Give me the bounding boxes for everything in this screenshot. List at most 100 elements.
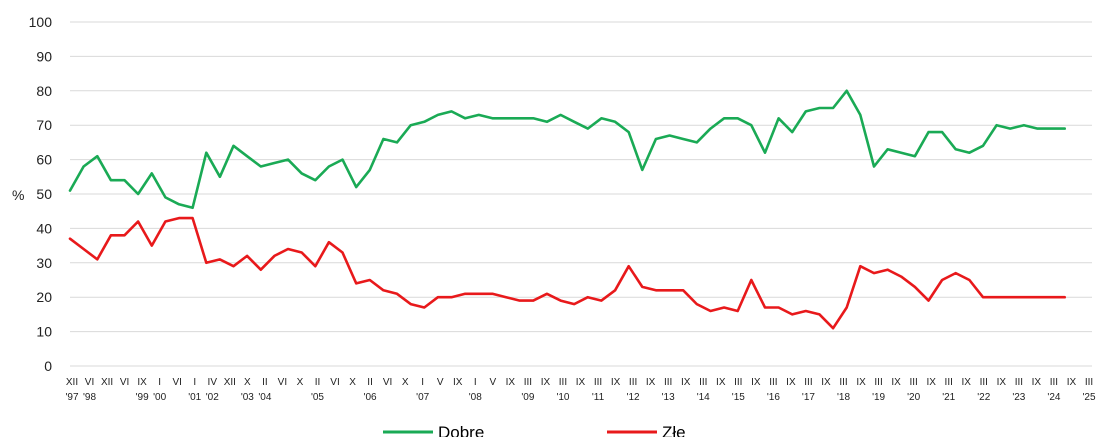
y-tick-label: 100 [29, 14, 53, 30]
x-tick-month: I [158, 377, 161, 388]
x-tick-month: I [193, 377, 196, 388]
y-tick-label: 30 [36, 255, 52, 271]
x-tick-month: VI [330, 377, 339, 388]
x-tick-month: X [297, 377, 304, 388]
x-tick-month: III [734, 377, 742, 388]
y-tick-label: 0 [44, 358, 52, 374]
x-tick-year: '24 [1047, 392, 1060, 403]
x-tick-month: IX [821, 377, 831, 388]
x-tick-month: I [421, 377, 424, 388]
x-tick-month: IX [856, 377, 866, 388]
x-tick-month: V [437, 377, 444, 388]
y-axis-ticks: 0 10 20 30 40 50 60 70 80 90 100 [29, 14, 53, 374]
x-tick-month: IX [541, 377, 551, 388]
x-tick-year: '16 [767, 392, 780, 403]
x-tick-year: '23 [1012, 392, 1025, 403]
x-tick-month: IX [1067, 377, 1077, 388]
x-tick-year: '25 [1082, 392, 1095, 403]
x-tick-year: '01 [188, 392, 201, 403]
y-tick-label: 60 [36, 152, 52, 168]
x-tick-year: '12 [627, 392, 640, 403]
x-tick-month: VI [85, 377, 94, 388]
x-tick-year: '03 [241, 392, 254, 403]
x-tick-month: III [1085, 377, 1093, 388]
y-tick-label: 90 [36, 48, 52, 64]
x-tick-month: VI [278, 377, 287, 388]
x-tick-month: II [262, 377, 268, 388]
x-tick-month: II [367, 377, 373, 388]
x-tick-month: III [594, 377, 602, 388]
series-line-zle [68, 216, 1066, 330]
x-tick-year: '09 [521, 392, 534, 403]
x-tick-year: '05 [311, 392, 324, 403]
x-tick-year: '10 [556, 392, 569, 403]
x-tick-month: IX [1032, 377, 1042, 388]
x-tick-year: '99 [136, 392, 149, 403]
x-tick-month: II [315, 377, 321, 388]
x-tick-month: IX [576, 377, 586, 388]
x-tick-year: '08 [469, 392, 482, 403]
x-tick-month: III [559, 377, 567, 388]
y-tick-label: 40 [36, 220, 52, 236]
x-tick-month: IX [997, 377, 1007, 388]
x-tick-month: IX [506, 377, 516, 388]
x-tick-year: '14 [697, 392, 710, 403]
x-tick-month: III [874, 377, 882, 388]
x-tick-month: III [699, 377, 707, 388]
x-tick-month: X [402, 377, 409, 388]
x-tick-year: '97 [65, 392, 78, 403]
x-tick-year: '00 [153, 392, 166, 403]
x-tick-month: IX [453, 377, 463, 388]
x-tick-month: I [474, 377, 477, 388]
x-tick-month: XII [224, 377, 236, 388]
x-tick-year: '18 [837, 392, 850, 403]
x-tick-month: IX [137, 377, 147, 388]
legend: Dobre Złe [383, 423, 686, 437]
series-line-dobre [68, 89, 1066, 210]
y-tick-label: 20 [36, 289, 52, 305]
x-tick-month: V [489, 377, 496, 388]
x-tick-year: '19 [872, 392, 885, 403]
x-tick-month: III [909, 377, 917, 388]
x-tick-month: III [1015, 377, 1023, 388]
x-tick-month: III [1050, 377, 1058, 388]
x-tick-month: IV [208, 377, 218, 388]
grid-lines [70, 21, 1092, 367]
x-tick-month: III [804, 377, 812, 388]
x-tick-month: IX [891, 377, 901, 388]
x-tick-month: IX [716, 377, 726, 388]
x-tick-year: '15 [732, 392, 745, 403]
x-tick-month: IX [681, 377, 691, 388]
x-tick-month: VI [383, 377, 392, 388]
x-tick-month: IX [611, 377, 621, 388]
x-tick-month: IX [786, 377, 796, 388]
x-tick-year: '13 [662, 392, 675, 403]
x-tick-month: III [524, 377, 532, 388]
y-tick-label: 70 [36, 117, 52, 133]
y-tick-label: 80 [36, 83, 52, 99]
y-axis-label: % [12, 187, 24, 203]
x-tick-month: IX [926, 377, 936, 388]
x-tick-year: '11 [592, 392, 605, 403]
x-tick-month: VI [172, 377, 181, 388]
x-tick-month: IX [962, 377, 972, 388]
x-tick-month: III [945, 377, 953, 388]
x-tick-month: VI [120, 377, 129, 388]
x-tick-month: XII [66, 377, 78, 388]
x-tick-year: '20 [907, 392, 920, 403]
x-tick-year: '02 [206, 392, 219, 403]
x-tick-month: III [629, 377, 637, 388]
x-tick-year: '07 [416, 392, 429, 403]
x-tick-month: IX [751, 377, 761, 388]
x-tick-month: III [769, 377, 777, 388]
x-tick-month: XII [101, 377, 113, 388]
x-tick-month: III [839, 377, 847, 388]
x-tick-month: X [349, 377, 356, 388]
x-tick-year: '21 [942, 392, 955, 403]
x-tick-year: '06 [364, 392, 377, 403]
legend-label-zle: Złe [662, 423, 686, 437]
series-lines [68, 89, 1066, 330]
